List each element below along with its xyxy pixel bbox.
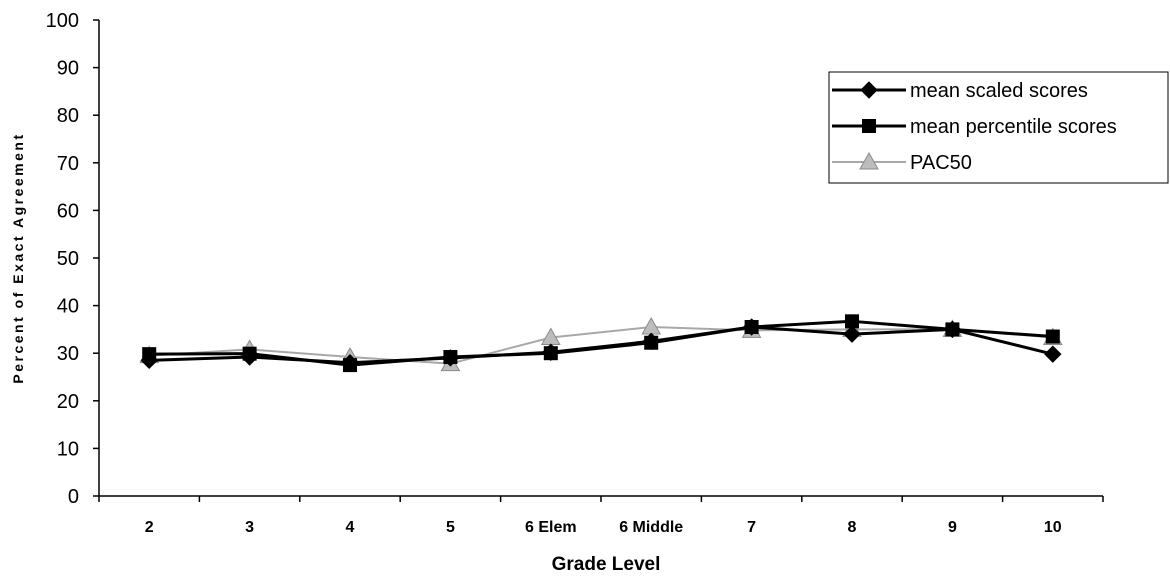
- x-axis-title: Grade Level: [552, 554, 661, 575]
- series-layer: [139, 314, 1063, 373]
- data-point-mean-percentile-scores: [343, 358, 357, 373]
- series-line-mean-percentile-scores: [149, 319, 1053, 367]
- data-point-mean-percentile-scores: [744, 320, 759, 335]
- y-axis-ticks: 0 10 20 30 40 50 60 70 80 90 100: [46, 10, 99, 508]
- x-tick-label: 10: [1044, 519, 1062, 536]
- x-tick-label: 2: [145, 519, 154, 536]
- y-axis-title: Percent of Exact Agreement: [10, 132, 26, 383]
- series-line-pac50: [149, 326, 1053, 365]
- y-tick-label: 80: [57, 105, 79, 127]
- legend-label: mean percentile scores: [910, 116, 1117, 138]
- x-tick-label: 8: [848, 519, 857, 536]
- x-tick-label: 5: [446, 519, 455, 536]
- legend-item-mean-percentile-scores: mean percentile scores: [832, 116, 1117, 138]
- data-point-mean-percentile-scores: [644, 335, 659, 350]
- y-tick-label: 60: [57, 200, 79, 222]
- legend: mean scaled scores mean percentile scores…: [828, 71, 1169, 184]
- legend-swatch-marker: [862, 119, 876, 133]
- data-point-mean-percentile-scores: [142, 347, 157, 362]
- x-tick-label: 7: [747, 519, 756, 536]
- x-tick-label: 3: [245, 519, 254, 536]
- legend-label: mean scaled scores: [910, 80, 1088, 102]
- y-tick-label: 70: [57, 153, 79, 175]
- legend-item-mean-scaled-scores: mean scaled scores: [832, 80, 1088, 102]
- legend-item-pac50: PAC50: [832, 151, 972, 174]
- legend-label: PAC50: [910, 152, 972, 174]
- y-tick-label: 40: [57, 296, 79, 318]
- legend-swatch-marker: [859, 151, 879, 170]
- x-tick-label: 4: [346, 519, 355, 536]
- x-tick-label: 9: [948, 519, 957, 536]
- y-tick-label: 20: [57, 391, 79, 413]
- y-tick-label: 100: [46, 10, 79, 32]
- data-point-mean-percentile-scores: [242, 346, 257, 361]
- x-axis-ticks: 2 3 4 5 6 Elem 6 Middle 7 8 9 10: [98, 496, 1104, 536]
- x-tick-label: 6 Middle: [619, 519, 683, 536]
- legend-swatch-marker: [860, 81, 878, 99]
- data-point-mean-scaled-scores: [1044, 345, 1062, 363]
- data-point-mean-percentile-scores: [543, 346, 558, 361]
- x-tick-label: 6 Elem: [525, 519, 577, 536]
- y-tick-label: 10: [57, 438, 79, 460]
- data-point-pac50: [641, 317, 662, 335]
- data-point-mean-percentile-scores: [443, 350, 458, 365]
- data-point-mean-percentile-scores: [845, 314, 859, 329]
- y-tick-label: 30: [57, 343, 79, 365]
- y-tick-label: 0: [68, 486, 79, 508]
- data-point-mean-scaled-scores: [843, 325, 861, 343]
- series-mean-percentile-scores: [142, 314, 1060, 373]
- y-tick-label: 50: [57, 248, 79, 270]
- data-point-mean-percentile-scores: [945, 322, 960, 337]
- y-tick-label: 90: [57, 58, 79, 80]
- data-point-mean-percentile-scores: [1045, 329, 1060, 344]
